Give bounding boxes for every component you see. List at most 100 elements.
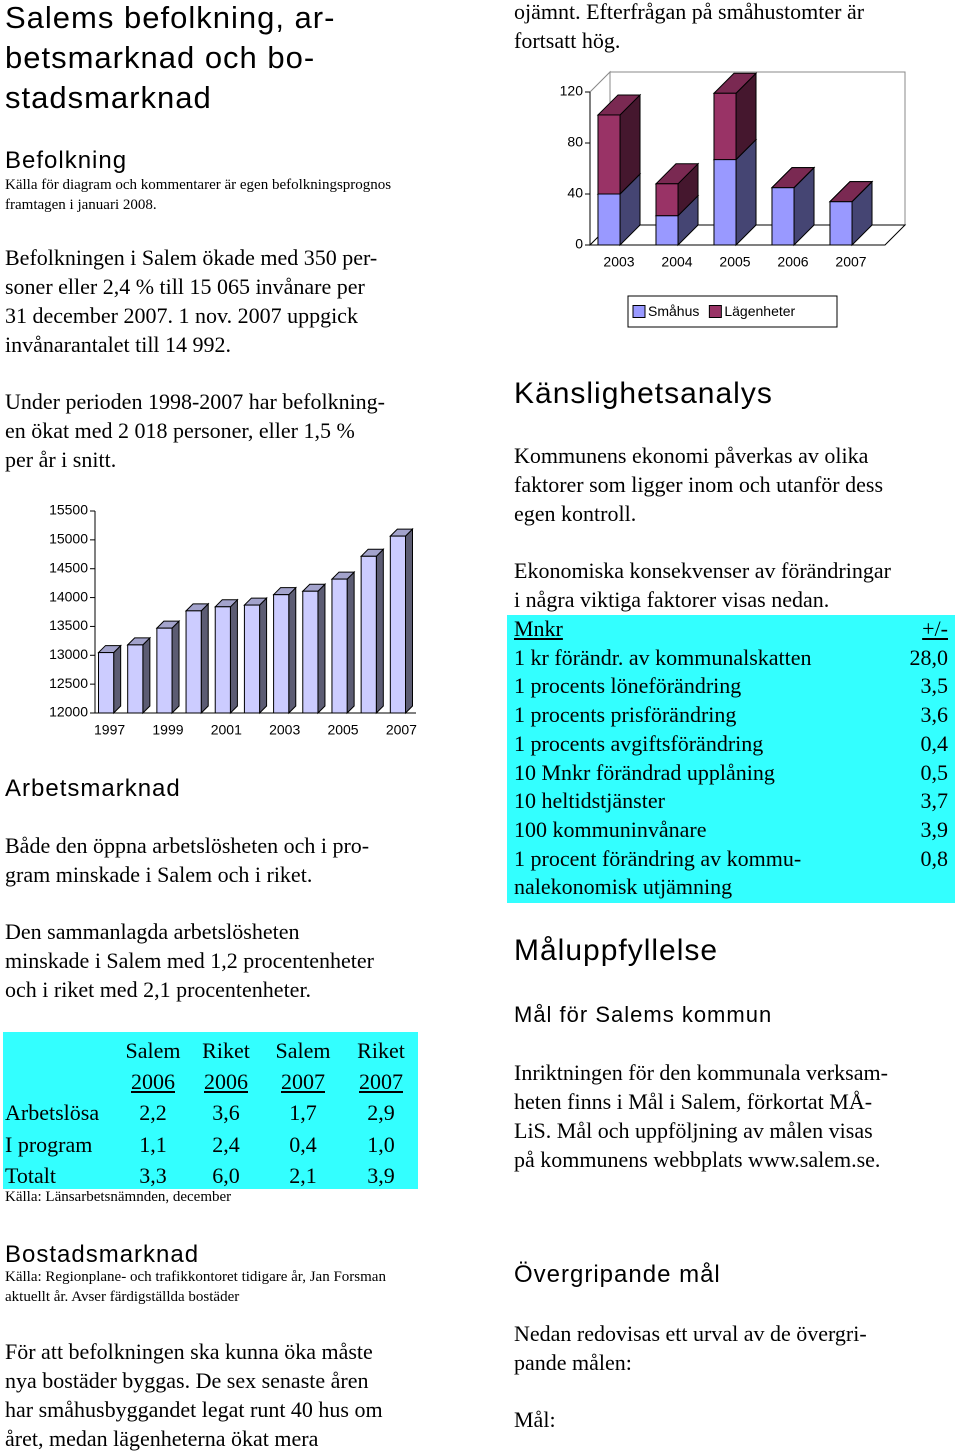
text-line: För att befolkningen ska kunna öka måste — [5, 1339, 373, 1364]
column-header: Riket — [357, 1038, 405, 1063]
y-tick-label: 14000 — [49, 588, 88, 604]
text-line: har småhusbyggandet legat runt 40 hus om — [5, 1397, 383, 1422]
row-label: 1 procent förändring av kommu-nalekonomi… — [514, 845, 801, 902]
bar-side — [404, 527, 413, 715]
text-line: framtagen i januari 2008. — [5, 196, 157, 213]
y-tick-label: 0 — [575, 236, 583, 252]
bar — [273, 594, 290, 714]
text-line: betsmarknad och bo- — [5, 40, 316, 75]
bar — [214, 606, 231, 714]
table-cell: 0,4 — [289, 1131, 317, 1157]
bar-side — [288, 586, 297, 715]
x-tick-label: 2003 — [269, 722, 300, 738]
bar — [243, 604, 261, 714]
row-label: 10 heltidstjänster — [514, 787, 665, 816]
column-header-text: Mnkr — [514, 616, 563, 641]
row-label: Arbetslösa — [5, 1100, 100, 1125]
column-header: Salem — [275, 1038, 331, 1063]
text-line: fortsatt hög. — [514, 28, 621, 53]
bar — [771, 187, 795, 246]
legend-swatch — [632, 305, 646, 318]
y-tick-label: 15000 — [49, 531, 88, 547]
text-line: Kommunens ekonomi påverkas av olika — [514, 443, 869, 468]
text-line: nalekonomisk utjämning — [514, 874, 733, 900]
table-cell: 2,2 — [139, 1100, 167, 1125]
bar — [713, 159, 737, 246]
label: Mål: — [514, 1407, 556, 1432]
x-tick-label: 1997 — [94, 722, 125, 738]
column-header-text: 2006 — [204, 1069, 248, 1094]
x-tick-label: 2005 — [719, 254, 750, 270]
bar-side — [113, 644, 122, 715]
text-line: 1 kr förändr. av kommunalskatten — [514, 644, 812, 670]
text-line: Befolkningen i Salem ökade med 350 per- — [5, 245, 378, 270]
text-line: en ökat med 2 018 personer, eller 1,5 % — [5, 418, 355, 443]
source-note: Källa: Regionplane- och trafikkontoret t… — [5, 1268, 386, 1307]
table-cell: 3,6 — [212, 1100, 240, 1125]
bar — [829, 201, 853, 246]
y-tick-label: 12000 — [49, 704, 88, 720]
text-line: Den sammanlagda arbetslösheten — [5, 919, 300, 944]
table-cell: 0,4 — [920, 730, 949, 756]
row-label: 1 procents löneförändring — [514, 672, 741, 701]
text-line: heten finns i Mål i Salem, förkortat MÅ- — [514, 1089, 873, 1114]
paragraph: Ekonomiska konsekvenser av förändringar i… — [514, 556, 891, 614]
bar-side — [171, 619, 180, 715]
y-tick-label: 120 — [560, 83, 584, 99]
x-tick-label: 2007 — [835, 254, 866, 270]
text-line: per år i snitt. — [5, 447, 117, 472]
x-tick-label: 2005 — [327, 722, 358, 738]
column-header: 2006 — [186, 1066, 266, 1097]
section-heading: Känslighetsanalys — [514, 377, 773, 410]
section-heading: Arbetsmarknad — [5, 775, 181, 802]
bar-side — [229, 598, 238, 715]
text-line: aktuellt år. Avser färdigställda bostäde… — [5, 1288, 240, 1305]
text-line: egen kontroll. — [514, 501, 637, 526]
text-line: Under perioden 1998-2007 har befolkning- — [5, 389, 386, 414]
paragraph: Inriktningen för den kommunala verksam-h… — [514, 1058, 888, 1174]
bar — [331, 578, 348, 714]
row-label: 1 procents avgiftsförändring — [514, 730, 763, 759]
paragraph: För att befolkningen ska kunna öka måste… — [5, 1337, 383, 1453]
bar-side — [375, 548, 384, 715]
column-header-text: 2007 — [359, 1069, 403, 1094]
paragraph: Kommunens ekonomi påverkas av olika fakto… — [514, 441, 883, 528]
column-header: Salem — [125, 1038, 181, 1063]
section-heading: Befolkning — [5, 147, 128, 174]
source-note: Källa: Länsarbetsnämnden, december — [5, 1189, 232, 1205]
text-line: 1 procent förändring av kommu- — [514, 845, 802, 871]
table-cell: 3,9 — [367, 1163, 395, 1188]
bar — [713, 92, 737, 161]
text-line: Ekonomiska konsekvenser av förändringar — [514, 558, 891, 583]
bar-top — [770, 167, 816, 189]
table-cell: 1,1 — [139, 1131, 167, 1157]
y-tick-label: 14500 — [49, 559, 88, 575]
column-header-text: 2006 — [131, 1069, 175, 1094]
text-line: Källa för diagram och kommentarer är ege… — [5, 177, 392, 193]
labour-table: Salem Riket Salem Riket 2006 2006 2007 2007 Arbe… — [3, 1032, 418, 1189]
text-line: LiS. Mål och uppföljning av målen visas — [514, 1118, 873, 1143]
text-line: Nedan redovisas ett urval av de övergri- — [514, 1321, 867, 1346]
paragraph: Nedan redovisas ett urval av de övergri-… — [514, 1319, 867, 1377]
x-tick-label: 2004 — [661, 254, 692, 270]
row-label: 1 kr förändr. av kommunalskatten — [514, 644, 812, 673]
column-header: +/- — [922, 615, 948, 644]
x-tick-label: 2007 — [386, 722, 417, 738]
section-heading: Bostadsmarknad — [5, 1241, 200, 1268]
legend-label: Småhus — [648, 303, 699, 319]
text-line: på kommunens webbplats www.salem.se. — [514, 1147, 881, 1172]
bar-side — [317, 583, 326, 715]
table-cell: 1,0 — [367, 1131, 395, 1157]
bar — [302, 590, 319, 714]
text-line: 1 procents avgiftsförändring — [514, 730, 764, 756]
bar — [597, 114, 621, 195]
table-cell: 2,9 — [367, 1100, 395, 1125]
text-line: minskade i Salem med 1,2 procentenheter — [5, 948, 374, 973]
bar-side — [346, 570, 355, 715]
x-tick-label: 2006 — [777, 254, 808, 270]
text-line: soner eller 2,4 % till 15 065 invånare p… — [5, 274, 365, 299]
table-cell: 3,9 — [920, 816, 949, 842]
text-line: faktorer som ligger inom och utanför des… — [514, 472, 884, 497]
row-label: Totalt — [5, 1163, 57, 1188]
